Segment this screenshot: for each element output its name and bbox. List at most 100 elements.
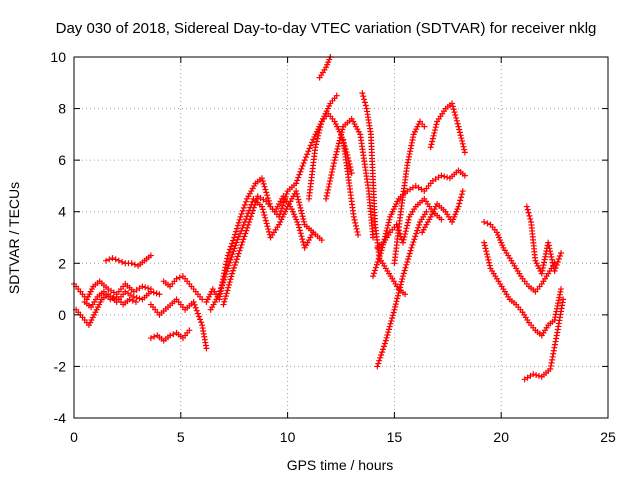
data-point	[229, 240, 236, 247]
data-point	[327, 174, 334, 181]
data-point	[233, 239, 240, 246]
data-point	[217, 288, 224, 295]
data-point	[294, 177, 301, 184]
data-point	[547, 248, 554, 255]
data-point	[258, 203, 265, 210]
data-point	[198, 319, 205, 326]
data-point	[228, 253, 235, 260]
data-point	[361, 96, 368, 103]
data-point	[230, 267, 237, 274]
data-point	[405, 216, 412, 223]
data-point	[560, 296, 567, 303]
data-point	[354, 228, 361, 235]
data-point	[280, 199, 287, 206]
data-point	[455, 203, 462, 210]
data-point	[300, 216, 307, 223]
data-point	[400, 270, 407, 277]
y-tick-label: -2	[54, 358, 67, 374]
x-tick-label: 0	[70, 429, 78, 445]
data-point	[313, 138, 320, 145]
data-point	[414, 227, 421, 234]
data-point	[333, 151, 340, 158]
data-point	[230, 264, 237, 271]
data-point	[294, 193, 301, 200]
data-point	[314, 135, 321, 142]
data-point	[370, 270, 377, 277]
y-tick-label: 6	[58, 152, 66, 168]
data-point	[224, 265, 231, 272]
data-point	[128, 260, 135, 267]
data-point	[237, 213, 244, 220]
data-point	[262, 217, 269, 224]
data-point	[227, 243, 234, 250]
data-point	[296, 227, 303, 234]
data-point	[431, 129, 438, 136]
data-point	[353, 225, 360, 232]
data-track	[427, 100, 468, 156]
data-point	[261, 211, 268, 218]
data-point	[203, 345, 210, 352]
data-point	[338, 132, 344, 139]
data-point	[296, 202, 303, 209]
data-point	[453, 117, 460, 124]
data-point	[234, 222, 241, 229]
data-point	[222, 293, 229, 300]
data-point	[234, 253, 241, 260]
data-point	[110, 295, 117, 302]
data-point	[133, 294, 140, 301]
data-point	[411, 236, 418, 243]
data-point	[264, 223, 271, 230]
data-point	[457, 197, 464, 204]
data-point	[383, 334, 390, 341]
plot-frame	[73, 56, 609, 419]
data-point	[199, 296, 206, 303]
data-point	[302, 154, 309, 161]
data-point	[409, 241, 416, 248]
data-point	[391, 306, 398, 313]
data-point	[190, 298, 197, 305]
data-point	[421, 123, 428, 130]
data-point	[328, 169, 335, 176]
data-point	[186, 327, 193, 334]
data-track	[220, 193, 317, 308]
data-point	[317, 124, 324, 131]
data-point	[239, 239, 246, 246]
data-point	[107, 296, 114, 303]
data-point	[399, 239, 406, 246]
data-point	[438, 216, 445, 223]
x-tick-labels: 0 5 10 15 20 25	[70, 429, 616, 445]
data-point	[427, 144, 434, 151]
data-point	[438, 172, 445, 179]
data-point	[221, 274, 228, 281]
data-point	[219, 282, 226, 289]
data-track	[481, 239, 565, 339]
data-point	[432, 124, 439, 131]
data-marks	[71, 54, 567, 383]
data-track	[374, 208, 430, 370]
x-tick-label: 20	[493, 429, 509, 445]
data-point	[233, 225, 240, 232]
data-point	[176, 274, 183, 281]
data-point	[526, 212, 533, 219]
data-point	[385, 326, 392, 333]
data-point	[454, 120, 461, 127]
data-point	[416, 221, 423, 228]
data-point	[375, 255, 382, 262]
data-point	[238, 210, 245, 217]
data-point	[293, 190, 300, 197]
data-point	[334, 145, 341, 152]
data-point	[333, 92, 340, 99]
data-point	[264, 195, 271, 202]
data-point	[459, 137, 466, 144]
data-point	[252, 198, 259, 205]
data-point	[377, 250, 384, 257]
data-point	[458, 194, 465, 201]
data-point	[335, 140, 342, 147]
data-point	[293, 180, 300, 187]
data-point	[380, 343, 387, 350]
data-point	[386, 216, 393, 223]
data-point	[132, 298, 139, 305]
data-point	[235, 233, 242, 240]
data-point	[295, 196, 302, 203]
data-point	[374, 363, 381, 370]
